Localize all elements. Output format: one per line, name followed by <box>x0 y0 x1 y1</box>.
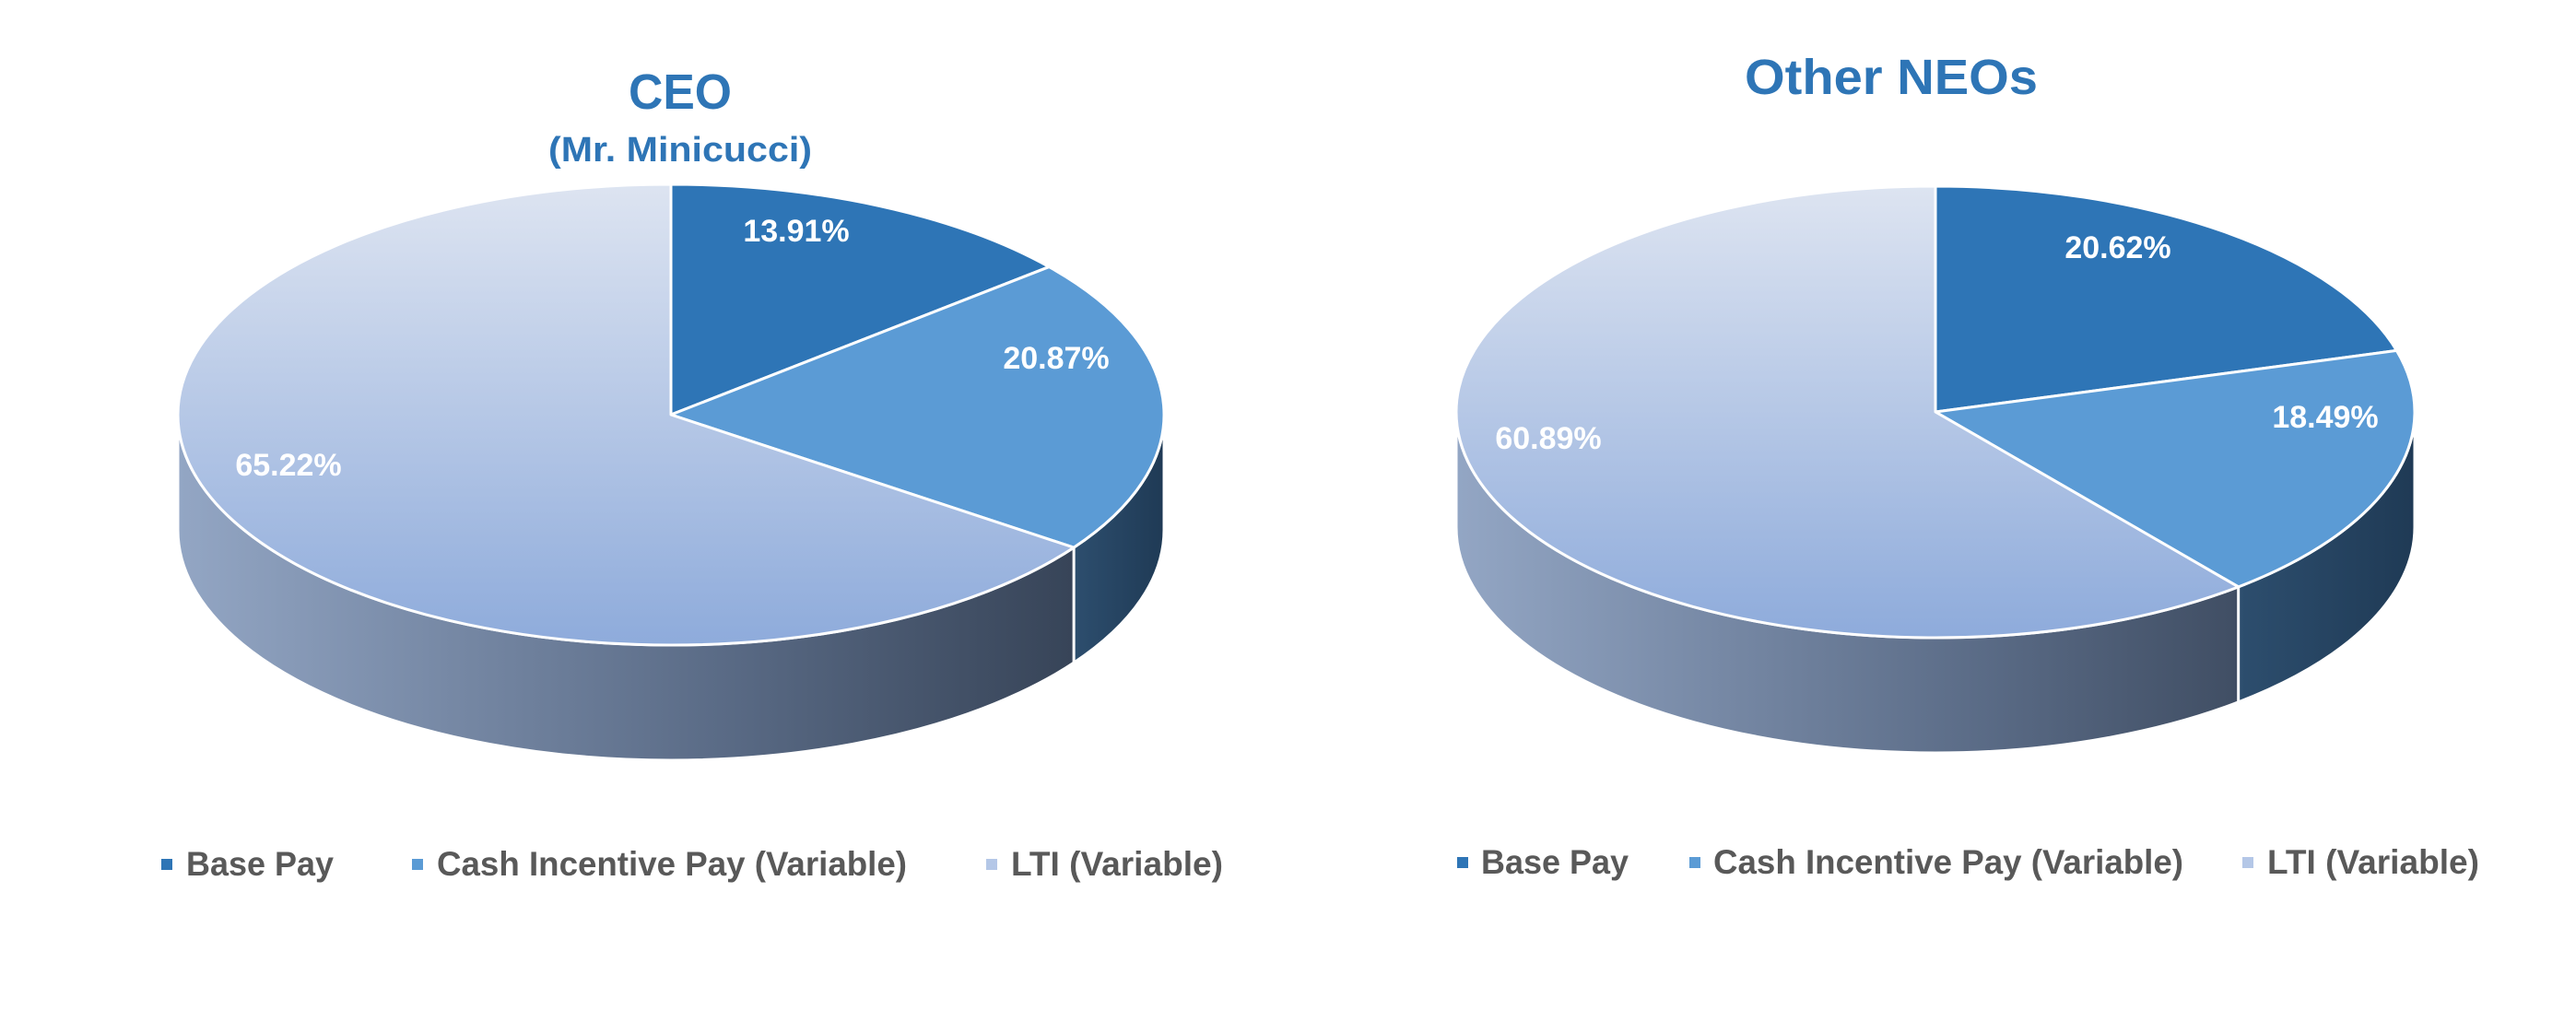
chart-subtitle: (Mr. Minicucci) <box>548 131 812 170</box>
legend-item: LTI (Variable) <box>2242 843 2479 881</box>
legend-item: Cash Incentive Pay (Variable) <box>412 845 907 883</box>
legend-swatch <box>2242 857 2253 868</box>
legend-swatch <box>412 859 423 870</box>
data-label: 13.91% <box>743 214 849 249</box>
legend-label: LTI (Variable) <box>2267 843 2479 881</box>
legend: Base Pay Cash Incentive Pay (Variable) LTI… <box>1457 843 2479 881</box>
pie-slice-base-pay <box>1934 184 2398 414</box>
data-label: 18.49% <box>2272 400 2378 435</box>
legend-swatch <box>161 859 172 870</box>
data-label: 60.89% <box>1495 421 1601 456</box>
legend-swatch <box>1689 857 1700 868</box>
legend-item: LTI (Variable) <box>986 845 1223 883</box>
legend-label: Base Pay <box>1481 843 1629 881</box>
pie-top-slices <box>176 182 1166 647</box>
legend-item: Base Pay <box>161 845 334 883</box>
legend-swatch <box>1457 857 1468 868</box>
pie-chart-other-neos: 20.62% 18.49% 60.89% Other NEOs Base Pay Cash… <box>1454 50 2479 881</box>
pie-slice-cash-incentive-pay-variable <box>669 265 1166 549</box>
legend-label: Cash Incentive Pay (Variable) <box>437 845 907 883</box>
pie-chart-ceo: 13.91% 20.87% 65.22% CEO (Mr. Minicucci) Base… <box>161 65 1223 883</box>
legend-swatch <box>986 859 997 870</box>
legend-label: LTI (Variable) <box>1011 845 1223 883</box>
pie-slice-lti-variable <box>1454 184 2241 640</box>
chart-title: CEO <box>629 65 732 120</box>
pie-slice-cash-incentive-pay-variable <box>1934 348 2417 589</box>
data-label: 20.62% <box>2064 230 2170 265</box>
data-label: 65.22% <box>235 448 341 483</box>
legend-label: Cash Incentive Pay (Variable) <box>1713 843 2183 881</box>
legend-label: Base Pay <box>186 845 334 883</box>
pie-slice-base-pay <box>669 182 1051 417</box>
pie-top-slices <box>1454 184 2417 640</box>
pie-slice-lti-variable <box>176 182 1076 647</box>
legend: Base Pay Cash Incentive Pay (Variable) LTI… <box>161 845 1223 883</box>
legend-item: Base Pay <box>1457 843 1629 881</box>
data-label: 20.87% <box>1003 341 1109 376</box>
chart-title: Other NEOs <box>1745 50 2038 105</box>
legend-item: Cash Incentive Pay (Variable) <box>1689 843 2183 881</box>
